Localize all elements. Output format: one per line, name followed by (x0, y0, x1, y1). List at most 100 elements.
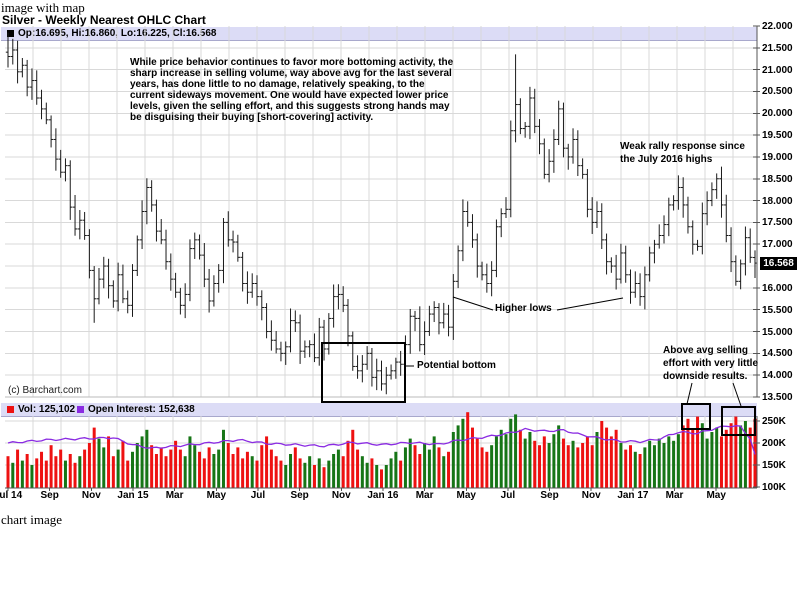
volume-bar (217, 449, 221, 488)
volume-bar (609, 436, 613, 488)
volume-bar (672, 440, 676, 488)
price-axis-label: 16.000 (762, 282, 793, 294)
volume-bar (576, 447, 580, 488)
volume-bar (394, 451, 398, 488)
volume-axis-label: 250K (762, 416, 786, 427)
volume-bar (648, 440, 652, 488)
volume-highlight-box-1 (681, 403, 711, 430)
volume-bar (710, 432, 714, 488)
volume-bar (662, 443, 666, 488)
open-interest-legend-text: Open Interest: 152,638 (88, 404, 195, 415)
volume-bar (629, 445, 632, 488)
volume-bar (676, 434, 680, 488)
annotation-paragraph: While price behavior continues to favor … (130, 57, 454, 123)
volume-bar (447, 451, 451, 488)
volume-bar (241, 458, 245, 488)
volume-bar (269, 449, 273, 488)
volume-bar (202, 458, 206, 488)
volume-bar (700, 423, 704, 488)
price-axis-label: 17.500 (762, 217, 793, 229)
annotation-higher-lows: Higher lows (495, 303, 552, 314)
annotation-above-avg: Above avg selling effort with very littl… (663, 345, 759, 382)
x-axis-label: Sep (40, 490, 59, 501)
volume-bar (6, 456, 10, 488)
volume-bar (193, 445, 197, 488)
volume-bar (619, 443, 623, 488)
volume-bar (624, 449, 628, 488)
volume-bar (638, 454, 642, 488)
price-axis-label: 19.000 (762, 151, 793, 163)
volume-bar (154, 454, 158, 488)
volume-bar (279, 460, 283, 488)
volume-bar (681, 425, 685, 488)
last-price-label: 16.568 (760, 256, 797, 270)
volume-bar (418, 454, 422, 488)
volume-bar (523, 438, 527, 488)
volume-bar (212, 454, 216, 488)
volume-bar (92, 427, 96, 488)
volume-bar (552, 434, 556, 488)
volume-bar (686, 418, 690, 488)
price-axis-label: 14.500 (762, 348, 793, 360)
volume-bar (284, 465, 288, 488)
volume-bar (97, 438, 101, 488)
volume-legend-swatch-icon (7, 406, 14, 413)
watermark: (c) Barchart.com (8, 385, 82, 396)
volume-bar (126, 460, 130, 488)
x-axis-label: Nov (331, 490, 351, 501)
volume-bar (480, 447, 484, 488)
volume-bar (595, 432, 599, 488)
volume-bar (509, 418, 513, 488)
volume-axis-label: 150K (762, 460, 786, 471)
volume-bar (303, 462, 307, 488)
volume-bar (174, 440, 178, 488)
volume-bar (384, 465, 388, 488)
volume-bar (289, 454, 293, 488)
volume-bar (116, 449, 120, 488)
volume-bar (600, 421, 604, 488)
volume-bar (236, 447, 240, 488)
volume-bar (40, 451, 44, 488)
volume-bar (485, 451, 489, 488)
volume-bar (341, 456, 345, 488)
volume-bar (356, 449, 360, 488)
volume-bar (643, 447, 647, 488)
volume-bar (159, 447, 163, 488)
volume-bar (585, 436, 589, 488)
volume-bar (169, 449, 173, 488)
volume-bar (49, 445, 53, 488)
volume-bar (461, 418, 465, 488)
volume-bar (605, 427, 609, 488)
volume-bar (408, 438, 412, 488)
volume-bar (734, 416, 738, 488)
above-avg-pointer-line-1 (686, 382, 693, 405)
volume-bar (20, 460, 24, 488)
volume-bar (274, 456, 278, 488)
annotation-weak-rally: Weak rally response since the July 2016 … (620, 141, 745, 165)
volume-bar (322, 467, 326, 488)
volume-bar (35, 458, 39, 488)
volume-bar (351, 429, 355, 488)
volume-bar (63, 460, 67, 488)
volume-bar (437, 447, 441, 488)
price-axis-label: 15.000 (762, 326, 793, 338)
volume-bar (44, 460, 48, 488)
volume-bar (245, 451, 249, 488)
volume-bar (178, 449, 182, 488)
volume-bar (226, 443, 230, 488)
volume-highlight-box-2 (721, 406, 756, 436)
volume-bar (83, 449, 87, 488)
volume-bar (121, 440, 125, 488)
above-avg-pointer-line-2 (732, 382, 742, 407)
volume-bar (370, 458, 374, 488)
volume-bar (475, 438, 479, 488)
volume-bar (54, 456, 58, 488)
volume-bar (705, 438, 709, 488)
volume-bar (490, 445, 494, 488)
volume-bar (557, 425, 561, 488)
volume-bar (150, 445, 154, 488)
volume-bar (250, 456, 254, 488)
volume-bar (380, 469, 383, 488)
volume-bar (561, 438, 565, 488)
